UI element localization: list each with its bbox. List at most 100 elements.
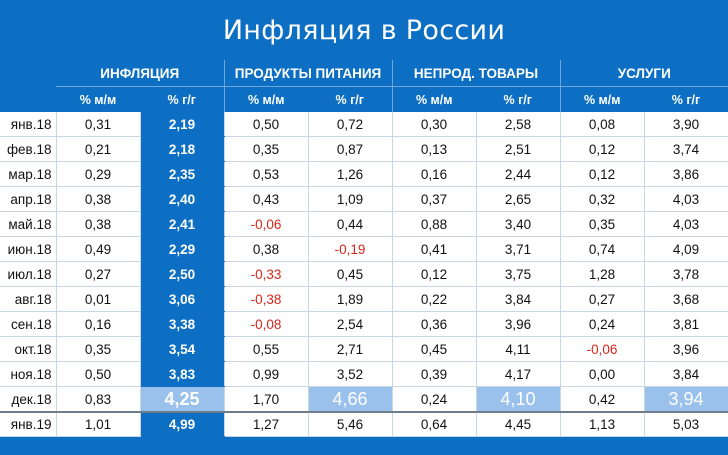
food-yy-cell: 0,87	[308, 136, 393, 162]
nonfood-yy-cell: 4,17	[476, 361, 561, 387]
inflation-mm-cell: 0,38	[56, 186, 141, 212]
month-cell: апр.18	[0, 186, 57, 212]
food-yy-cell: 0,72	[308, 112, 393, 137]
nonfood-mm-cell: 0,64	[392, 411, 477, 437]
inflation-mm-cell: 0,49	[56, 236, 141, 262]
nonfood-yy-cell: 3,96	[476, 311, 561, 337]
food-mm-cell: -0,38	[224, 286, 309, 312]
food-mm-cell: 0,99	[224, 361, 309, 387]
table-row: авг.18 0,01 3,06 -0,38 1,89 0,22 3,84 0,27 3,68	[0, 286, 728, 312]
title-bar: Инфляция в России	[0, 0, 728, 60]
services-yy-cell: 4,09	[644, 236, 728, 262]
subheader-yy: % г/г	[476, 86, 561, 112]
inflation-yy-cell: 3,83	[140, 361, 225, 387]
services-mm-cell: -0,06	[560, 336, 645, 362]
corner-cell	[0, 86, 56, 112]
nonfood-mm-cell: 0,37	[392, 186, 477, 212]
inflation-yy-cell: 3,38	[140, 311, 225, 337]
month-cell: мар.18	[0, 161, 57, 187]
inflation-mm-cell: 0,01	[56, 286, 141, 312]
inflation-yy-cell: 3,54	[140, 336, 225, 362]
nonfood-mm-cell: 0,16	[392, 161, 477, 187]
inflation-yy-cell: 3,06	[140, 286, 225, 312]
inflation-yy-cell: 2,40	[140, 186, 225, 212]
table-row: мар.18 0,29 2,35 0,53 1,26 0,16 2,44 0,12 3,86	[0, 161, 728, 187]
food-yy-cell: 1,09	[308, 186, 393, 212]
nonfood-mm-cell: 0,22	[392, 286, 477, 312]
corner-cell	[0, 60, 56, 87]
nonfood-yy-cell: 3,71	[476, 236, 561, 262]
nonfood-yy-cell: 3,40	[476, 211, 561, 237]
nonfood-mm-cell: 0,24	[392, 386, 477, 413]
subheader-yy: % г/г	[308, 86, 393, 112]
table-row: май.18 0,38 2,41 -0,06 0,44 0,88 3,40 0,35 4,03	[0, 211, 728, 237]
subheader-mm: % м/м	[224, 86, 308, 112]
services-yy-cell: 3,94	[644, 386, 728, 413]
inflation-mm-cell: 0,31	[56, 112, 141, 137]
nonfood-yy-cell: 2,58	[476, 112, 561, 137]
month-cell: июн.18	[0, 236, 57, 262]
nonfood-yy-cell: 4,45	[476, 411, 561, 437]
food-mm-cell: 0,55	[224, 336, 309, 362]
group-header-nonfood: НЕПРОД. ТОВАРЫ	[392, 60, 561, 87]
inflation-mm-cell: 0,29	[56, 161, 141, 187]
food-yy-cell: -0,19	[308, 236, 393, 262]
nonfood-yy-cell: 4,11	[476, 336, 561, 362]
table-row: июл.18 0,27 2,50 -0,33 0,45 0,12 3,75 1,28 3,78	[0, 261, 728, 287]
inflation-mm-cell: 0,83	[56, 386, 141, 413]
inflation-mm-cell: 0,16	[56, 311, 141, 337]
services-yy-cell: 3,90	[644, 112, 728, 137]
nonfood-mm-cell: 0,45	[392, 336, 477, 362]
nonfood-yy-cell: 3,84	[476, 286, 561, 312]
group-header-food: ПРОДУКТЫ ПИТАНИЯ	[224, 60, 393, 87]
inflation-table: ИНФЛЯЦИЯ ПРОДУКТЫ ПИТАНИЯ НЕПРОД. ТОВАРЫ…	[0, 60, 728, 437]
services-mm-cell: 0,32	[560, 186, 645, 212]
inflation-yy-cell: 2,29	[140, 236, 225, 262]
services-yy-cell: 3,84	[644, 361, 728, 387]
inflation-yy-cell: 2,41	[140, 211, 225, 237]
table-row: янв.18 0,31 2,19 0,50 0,72 0,30 2,58 0,08 3,90	[0, 112, 728, 137]
table-body: янв.18 0,31 2,19 0,50 0,72 0,30 2,58 0,08 3,90 фе…	[0, 112, 728, 437]
services-yy-cell: 3,78	[644, 261, 728, 287]
nonfood-yy-cell: 4,10	[476, 386, 561, 413]
food-mm-cell: 1,27	[224, 411, 309, 437]
inflation-yy-cell: 4,25	[140, 386, 225, 413]
inflation-yy-cell: 2,50	[140, 261, 225, 287]
services-mm-cell: 0,08	[560, 112, 645, 137]
services-mm-cell: 0,12	[560, 136, 645, 162]
nonfood-mm-cell: 0,36	[392, 311, 477, 337]
nonfood-mm-cell: 0,39	[392, 361, 477, 387]
food-yy-cell: 2,54	[308, 311, 393, 337]
services-mm-cell: 0,42	[560, 386, 645, 413]
table-row: апр.18 0,38 2,40 0,43 1,09 0,37 2,65 0,32 4,03	[0, 186, 728, 212]
services-mm-cell: 0,35	[560, 211, 645, 237]
services-yy-cell: 3,68	[644, 286, 728, 312]
nonfood-mm-cell: 0,30	[392, 112, 477, 137]
month-cell: дек.18	[0, 386, 57, 413]
month-cell: июл.18	[0, 261, 57, 287]
group-header-row: ИНФЛЯЦИЯ ПРОДУКТЫ ПИТАНИЯ НЕПРОД. ТОВАРЫ…	[0, 60, 728, 87]
month-cell: янв.19	[0, 411, 57, 437]
subheader-row: % м/м % г/г % м/м % г/г % м/м % г/г % м/…	[0, 86, 728, 112]
month-cell: ноя.18	[0, 361, 57, 387]
food-yy-cell: 3,52	[308, 361, 393, 387]
nonfood-mm-cell: 0,13	[392, 136, 477, 162]
inflation-mm-cell: 0,50	[56, 361, 141, 387]
nonfood-mm-cell: 0,41	[392, 236, 477, 262]
nonfood-mm-cell: 0,88	[392, 211, 477, 237]
group-header-services: УСЛУГИ	[560, 60, 728, 87]
services-yy-cell: 3,96	[644, 336, 728, 362]
page-title: Инфляция в России	[222, 14, 506, 46]
services-yy-cell: 3,86	[644, 161, 728, 187]
food-mm-cell: 0,50	[224, 112, 309, 137]
services-mm-cell: 0,24	[560, 311, 645, 337]
inflation-mm-cell: 0,38	[56, 211, 141, 237]
food-yy-cell: 0,44	[308, 211, 393, 237]
food-yy-cell: 1,89	[308, 286, 393, 312]
food-mm-cell: -0,06	[224, 211, 309, 237]
table-row: фев.18 0,21 2,18 0,35 0,87 0,13 2,51 0,12 3,74	[0, 136, 728, 162]
month-cell: сен.18	[0, 311, 57, 337]
food-mm-cell: 0,43	[224, 186, 309, 212]
table-row: сен.18 0,16 3,38 -0,08 2,54 0,36 3,96 0,24 3,81	[0, 311, 728, 337]
food-mm-cell: -0,08	[224, 311, 309, 337]
